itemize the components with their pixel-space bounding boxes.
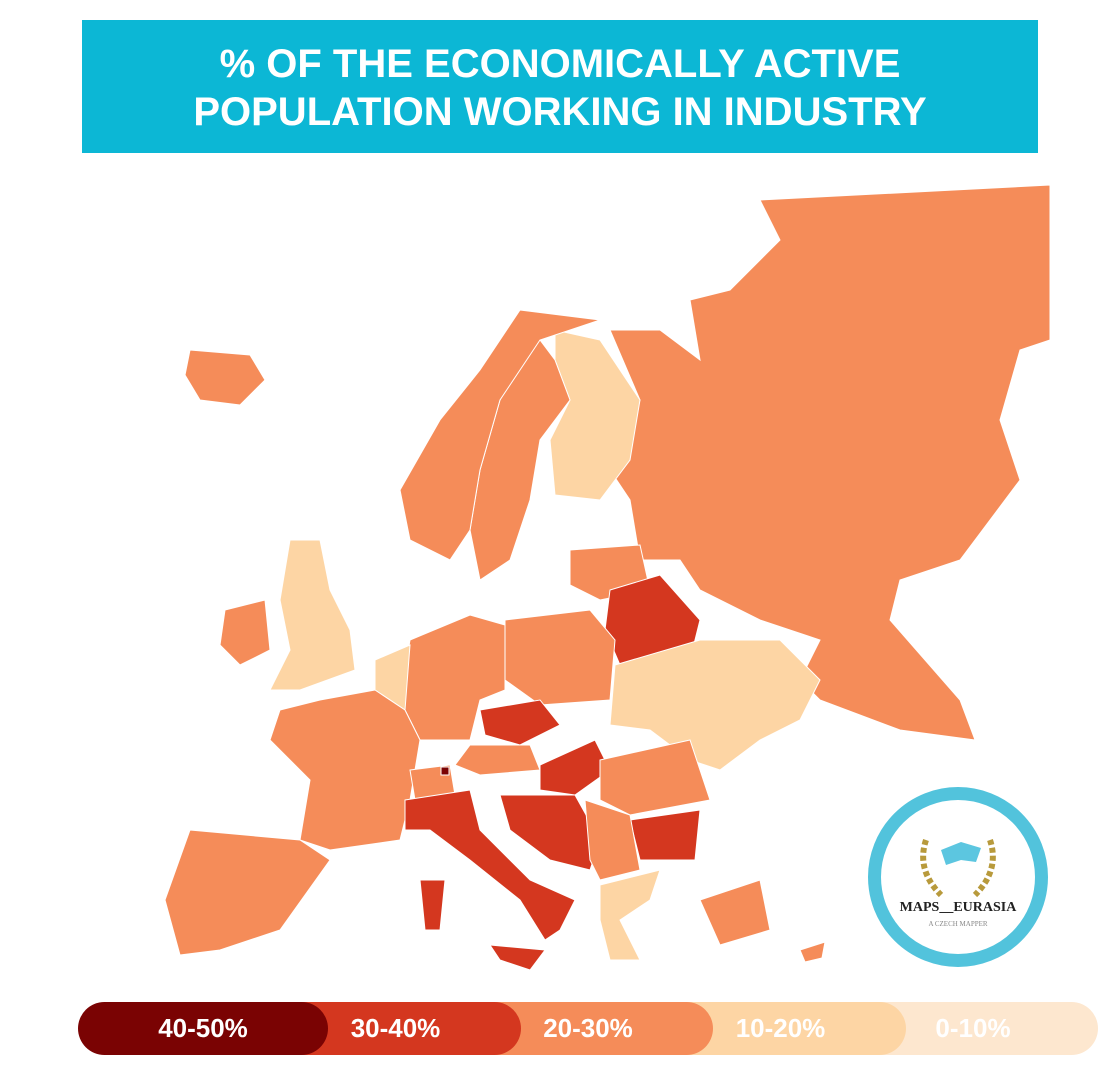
title: % OF THE ECONOMICALLY ACTIVE POPULATION …: [82, 20, 1038, 153]
austria: [454, 744, 541, 776]
title-line: POPULATION WORKING IN INDUSTRY: [193, 90, 927, 134]
title-line: % OF THE ECONOMICALLY ACTIVE: [219, 42, 901, 86]
ireland: [219, 599, 271, 666]
ukraine: [609, 639, 821, 771]
legend-item: 40-50%: [78, 1002, 328, 1055]
turkey: [699, 879, 771, 946]
iceland: [184, 349, 266, 406]
map: [164, 184, 1051, 971]
poland: [504, 609, 616, 706]
liechtenstein: [440, 766, 450, 776]
iberia: [164, 829, 331, 956]
italy: [404, 789, 576, 941]
sardinia: [419, 879, 446, 931]
logo-emblem: [920, 839, 996, 898]
norway: [399, 309, 601, 561]
logo-tagline: A CZECH MAPPER: [928, 920, 988, 928]
greece: [599, 869, 661, 961]
cyprus: [799, 941, 826, 963]
sicily: [489, 944, 546, 971]
logo: MAPS__EURASIA A CZECH MAPPER: [868, 787, 1048, 967]
france: [269, 689, 421, 851]
uk: [269, 539, 356, 691]
hungary: [539, 739, 611, 796]
logo-name: MAPS__EURASIA: [899, 900, 1017, 915]
bulgaria: [629, 809, 701, 861]
czechia: [479, 699, 561, 746]
russia: [609, 184, 1051, 741]
serbia: [584, 799, 641, 881]
balkans: [499, 794, 601, 871]
romania: [599, 739, 711, 816]
legend: 40-50% 30-40% 20-30% 10-20% 0-10%: [78, 1002, 1098, 1055]
